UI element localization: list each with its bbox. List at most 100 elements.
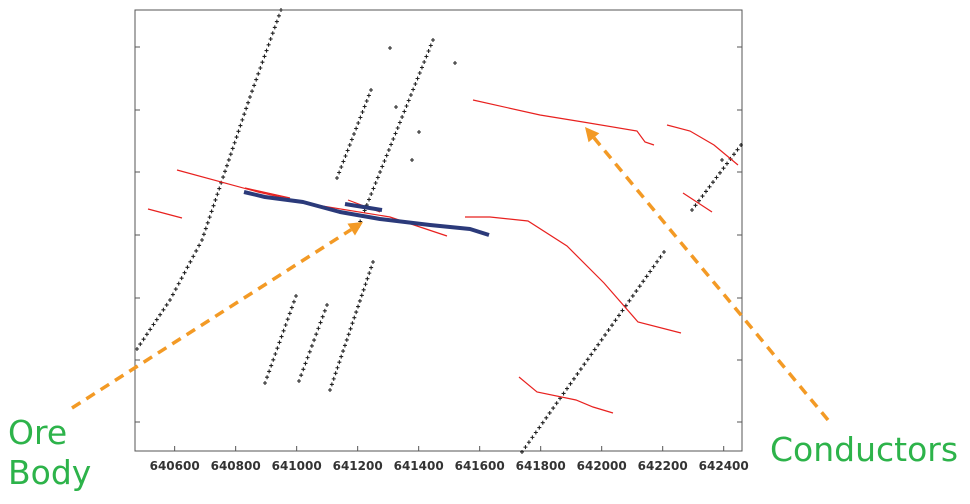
station-marker — [275, 346, 280, 351]
station-marker — [371, 186, 376, 191]
station-marker — [704, 189, 708, 194]
station-marker — [700, 194, 705, 199]
station-marker — [244, 106, 249, 111]
ore-body-outline — [243, 190, 490, 237]
x-tick-label: 640800 — [211, 459, 261, 473]
station-marker — [301, 367, 306, 372]
station-marker — [367, 197, 372, 202]
station-marker — [655, 259, 660, 264]
station-marker — [554, 401, 559, 406]
station-marker — [201, 232, 206, 237]
station-marker — [394, 105, 398, 109]
station-marker — [544, 415, 549, 420]
station-marker — [329, 382, 334, 387]
station-marker — [246, 100, 251, 105]
ore-body-label: Ore Body — [8, 413, 91, 493]
ore-body-segment — [344, 202, 383, 212]
ore-body-arrow-head — [347, 222, 363, 236]
callout-arrows — [71, 127, 830, 422]
station-marker — [397, 120, 402, 125]
conductors-label: Conductors — [770, 430, 959, 469]
conductors-arrow-shaft — [592, 136, 830, 422]
station-marker — [272, 25, 277, 30]
station-marker — [526, 440, 531, 445]
conductor-trace — [472, 99, 655, 146]
station-marker — [523, 445, 528, 450]
station-marker — [240, 117, 245, 122]
station-marker — [185, 265, 190, 270]
station-marker — [431, 38, 435, 42]
station-marker — [268, 37, 273, 41]
station-marker — [211, 203, 216, 208]
station-marker — [630, 293, 635, 298]
station-marker — [402, 109, 407, 114]
station-marker — [520, 450, 524, 454]
station-marker — [537, 425, 542, 430]
station-marker — [151, 322, 156, 327]
station-marker — [291, 299, 296, 304]
station-marker — [693, 203, 698, 208]
station-marker — [578, 367, 583, 372]
station-marker — [571, 376, 576, 381]
station-marker — [592, 347, 597, 352]
station-marker — [138, 342, 143, 347]
conductor-traces — [147, 99, 739, 414]
x-tick-label: 641000 — [272, 459, 322, 473]
station-marker — [551, 406, 556, 411]
station-marker — [283, 323, 288, 327]
station-marker — [230, 146, 235, 151]
station-marker — [369, 265, 374, 270]
station-marker — [613, 318, 618, 323]
station-marker — [273, 352, 278, 356]
station-marker — [568, 381, 573, 386]
station-marker — [226, 157, 231, 162]
station-marker — [623, 303, 628, 308]
station-marker — [356, 121, 361, 125]
station-marker — [333, 371, 338, 376]
station-marker — [735, 147, 740, 152]
station-marker — [205, 220, 210, 225]
station-marker — [637, 284, 642, 289]
station-marker — [270, 31, 275, 36]
survey-stations — [135, 8, 743, 454]
x-tick-label: 640600 — [150, 459, 200, 473]
station-marker — [234, 135, 239, 140]
station-marker — [707, 184, 712, 189]
station-marker — [260, 60, 265, 65]
station-marker — [267, 369, 272, 374]
station-marker — [322, 308, 327, 313]
station-marker — [285, 317, 290, 322]
station-marker — [252, 83, 257, 88]
station-marker — [363, 282, 368, 287]
station-marker — [361, 287, 366, 292]
station-marker — [585, 357, 590, 362]
station-marker — [213, 197, 218, 202]
station-marker — [380, 164, 385, 169]
station-marker — [221, 175, 226, 180]
station-marker — [344, 337, 349, 342]
station-marker — [200, 238, 204, 242]
station-marker — [148, 327, 153, 332]
station-marker — [690, 208, 694, 212]
station-marker — [547, 410, 552, 415]
station-marker — [279, 8, 283, 12]
station-marker — [389, 142, 394, 147]
station-marker — [411, 87, 416, 92]
station-marker — [366, 93, 371, 98]
station-marker — [410, 158, 414, 162]
station-marker — [358, 115, 363, 120]
station-marker — [362, 104, 367, 109]
station-marker — [648, 269, 653, 274]
station-marker — [718, 170, 722, 175]
station-marker — [164, 302, 169, 307]
station-marker — [158, 312, 163, 317]
station-marker — [739, 143, 743, 147]
station-marker — [565, 386, 570, 391]
station-marker — [354, 126, 359, 131]
station-marker — [413, 82, 418, 86]
station-marker — [453, 61, 457, 65]
station-marker — [357, 298, 362, 303]
station-marker — [393, 131, 398, 136]
map-frame — [134, 9, 743, 452]
